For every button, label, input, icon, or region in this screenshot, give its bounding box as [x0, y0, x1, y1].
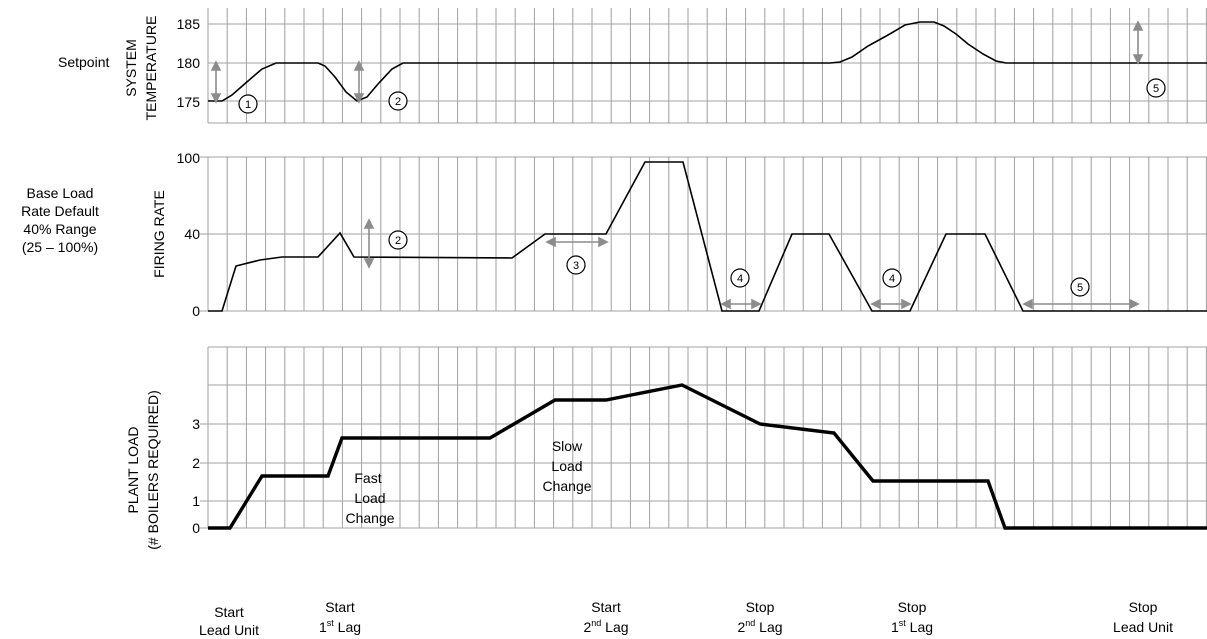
firing-ylabel: FIRING RATE: [151, 190, 167, 278]
temp-tick-175: 175: [177, 94, 201, 110]
event-4-line1: Stop: [746, 599, 775, 615]
fast-load-3: Change: [345, 510, 394, 526]
base-load-label-2: Rate Default: [21, 203, 99, 219]
event-2-line1: Start: [325, 599, 355, 615]
event-labels: Start Lead Unit Start 1st Lag Start 2nd …: [199, 599, 1173, 638]
marker-circle: [566, 255, 586, 275]
numbered-markers: 1 2 2 3 4 4 5 5: [238, 78, 1166, 297]
fast-load-2: Load: [354, 490, 385, 506]
marker-circle: [388, 91, 408, 111]
event-1-line2: Lead Unit: [199, 622, 259, 638]
event-3-line2: 2nd Lag: [583, 618, 628, 635]
plant-ylabel-1: PLANT LOAD: [125, 427, 141, 514]
marker-5a: 5: [1077, 282, 1083, 294]
event-5-line2: 1st Lag: [891, 618, 933, 635]
plant-tick-0: 0: [192, 520, 200, 536]
event-5-line1: Stop: [898, 599, 927, 615]
marker-1: 1: [245, 99, 251, 111]
grid-lines: [200, 8, 1207, 529]
temp-ylabel-2: TEMPERATURE: [143, 16, 159, 121]
plant-load-curve: [208, 383, 1207, 530]
marker-4a: 4: [737, 273, 743, 285]
range-arrows: [210, 20, 1144, 310]
base-load-label-1: Base Load: [27, 185, 94, 201]
temp-tick-180: 180: [177, 55, 201, 71]
event-4-line2: 2nd Lag: [737, 618, 782, 635]
temperature-curve: [208, 21, 1207, 102]
marker-4b: 4: [889, 273, 895, 285]
event-6-line1: Stop: [1129, 599, 1158, 615]
firing-tick-0: 0: [192, 303, 200, 319]
slow-load-2: Load: [551, 458, 582, 474]
marker-circle: [1070, 277, 1090, 297]
plant-tick-3: 3: [192, 416, 200, 432]
marker-circle: [882, 268, 902, 288]
plant-tick-2: 2: [192, 455, 200, 471]
firing-tick-40: 40: [184, 226, 200, 242]
marker-circle: [388, 230, 408, 250]
event-3-line1: Start: [591, 599, 621, 615]
firing-rate-curve: [208, 161, 1207, 312]
plant-tick-1: 1: [192, 493, 200, 509]
fast-load-1: Fast: [354, 470, 381, 486]
base-load-label-3: 40% Range: [23, 221, 96, 237]
temp-ylabel-1: SYSTEM: [123, 39, 139, 97]
temp-tick-185: 185: [177, 16, 201, 32]
marker-circle: [238, 94, 258, 114]
firing-tick-100: 100: [177, 150, 201, 166]
event-6-line2: Lead Unit: [1113, 619, 1173, 635]
slow-load-1: Slow: [552, 438, 583, 454]
marker-5b: 5: [1153, 83, 1159, 95]
marker-2a: 2: [395, 96, 401, 108]
plant-ylabel-2: (# BOILERS REQUIRED): [145, 390, 161, 549]
marker-2b: 2: [395, 235, 401, 247]
setpoint-label: Setpoint: [58, 54, 109, 70]
marker-circle: [730, 268, 750, 288]
marker-circle: [1146, 78, 1166, 98]
event-1-line1: Start: [214, 604, 244, 620]
base-load-label-4: (25 – 100%): [22, 239, 98, 255]
event-2-line2: 1st Lag: [319, 618, 361, 635]
slow-load-3: Change: [542, 478, 591, 494]
marker-3: 3: [573, 260, 579, 272]
